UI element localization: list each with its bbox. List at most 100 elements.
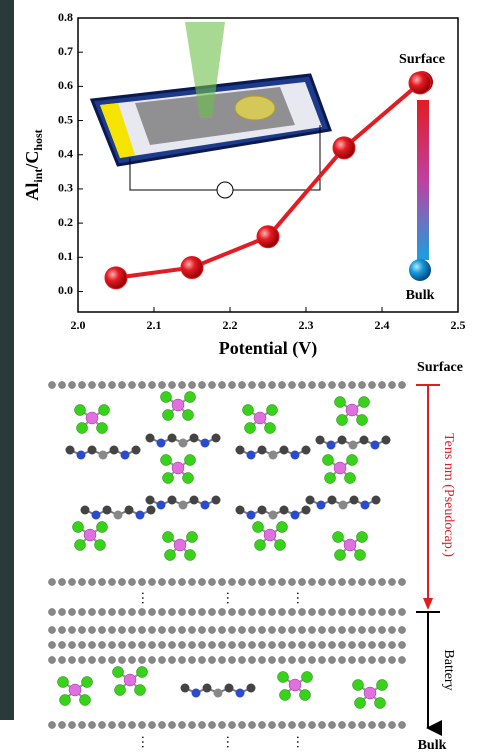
- carbon-atom: [319, 722, 326, 729]
- cl-atom: [58, 677, 69, 688]
- carbon-atom: [109, 722, 116, 729]
- carbon-atom: [49, 627, 56, 634]
- y-tick-label: 0.4: [58, 146, 73, 160]
- carbon-atom: [69, 382, 76, 389]
- cl-atom: [183, 473, 194, 484]
- cl-atom: [300, 690, 311, 701]
- chain-atom: [179, 501, 188, 510]
- al-atom: [172, 399, 184, 411]
- carbon-atom: [139, 722, 146, 729]
- chain-atom: [247, 451, 256, 460]
- cl-atom: [165, 550, 176, 561]
- carbon-atom: [149, 579, 156, 586]
- carbon-atom: [129, 657, 136, 664]
- carbon-atom: [229, 657, 236, 664]
- carbon-atom: [59, 609, 66, 616]
- carbon-atom: [79, 609, 86, 616]
- chain-atom: [99, 451, 108, 460]
- y-tick-label: 0.6: [58, 78, 73, 92]
- carbon-atom: [269, 609, 276, 616]
- carbon-atom: [289, 657, 296, 664]
- carbon-atom: [219, 642, 226, 649]
- cl-atom: [185, 550, 196, 561]
- carbon-atom: [79, 382, 86, 389]
- cl-atom: [135, 685, 146, 696]
- data-point: [409, 72, 431, 94]
- carbon-atom: [279, 642, 286, 649]
- carbon-atom: [239, 642, 246, 649]
- chain-atom: [157, 439, 166, 448]
- carbon-atom: [269, 579, 276, 586]
- data-point: [105, 267, 127, 289]
- x-tick-label: 2.0: [71, 318, 86, 332]
- carbon-atom: [89, 627, 96, 634]
- carbon-atom: [159, 657, 166, 664]
- carbon-atom: [49, 722, 56, 729]
- cl-atom: [278, 672, 289, 683]
- carbon-atom: [249, 627, 256, 634]
- cl-atom: [357, 415, 368, 426]
- carbon-atom: [239, 722, 246, 729]
- cl-atom: [280, 690, 291, 701]
- cl-atom: [113, 667, 124, 678]
- carbon-atom: [329, 642, 336, 649]
- carbon-atom: [109, 609, 116, 616]
- chain-atom: [350, 496, 359, 505]
- chain-atom: [338, 436, 347, 445]
- carbon-atom: [219, 609, 226, 616]
- chain-atom: [103, 506, 112, 515]
- chain-atom: [77, 451, 86, 460]
- diagram-label: Surface: [417, 360, 463, 375]
- chain-atom: [201, 501, 210, 510]
- y-label-sub: host: [31, 129, 45, 150]
- carbon-atom: [389, 382, 396, 389]
- data-point: [257, 226, 279, 248]
- ellipsis: …: [293, 735, 308, 749]
- carbon-atom: [389, 579, 396, 586]
- ellipsis: …: [223, 591, 238, 605]
- carbon-atom: [59, 627, 66, 634]
- chain-atom: [157, 501, 166, 510]
- carbon-atom: [179, 722, 186, 729]
- x-tick-label: 2.5: [451, 318, 466, 332]
- cl-atom: [333, 532, 344, 543]
- chain-atom: [125, 506, 134, 515]
- carbon-atom: [359, 642, 366, 649]
- carbon-atom: [209, 609, 216, 616]
- carbon-atom: [229, 722, 236, 729]
- chain-atom: [212, 434, 221, 443]
- carbon-atom: [159, 642, 166, 649]
- carbon-atom: [209, 657, 216, 664]
- chain-atom: [146, 434, 155, 443]
- carbon-atom: [79, 642, 86, 649]
- al-atom: [86, 412, 98, 424]
- carbon-atom: [399, 382, 406, 389]
- carbon-atom: [359, 657, 366, 664]
- carbon-atom: [189, 627, 196, 634]
- carbon-atom: [239, 382, 246, 389]
- al-atom: [172, 462, 184, 474]
- carbon-atom: [89, 382, 96, 389]
- cl-atom: [377, 680, 388, 691]
- carbon-atom: [129, 627, 136, 634]
- al-atom: [344, 539, 356, 551]
- cl-atom: [353, 680, 364, 691]
- carbon-atom: [249, 642, 256, 649]
- carbon-atom: [199, 382, 206, 389]
- carbon-atom: [169, 657, 176, 664]
- carbon-atom: [49, 609, 56, 616]
- carbon-atom: [229, 627, 236, 634]
- carbon-atom: [179, 642, 186, 649]
- cl-atom: [275, 540, 286, 551]
- carbon-atom: [119, 609, 126, 616]
- al-atom: [364, 687, 376, 699]
- carbon-atom: [399, 609, 406, 616]
- carbon-atom: [169, 722, 176, 729]
- carbon-atom: [379, 722, 386, 729]
- carbon-atom: [369, 657, 376, 664]
- cl-atom: [245, 423, 256, 434]
- chain-atom: [291, 451, 300, 460]
- ellipsis: …: [223, 735, 238, 749]
- carbon-atom: [389, 642, 396, 649]
- cl-atom: [255, 540, 266, 551]
